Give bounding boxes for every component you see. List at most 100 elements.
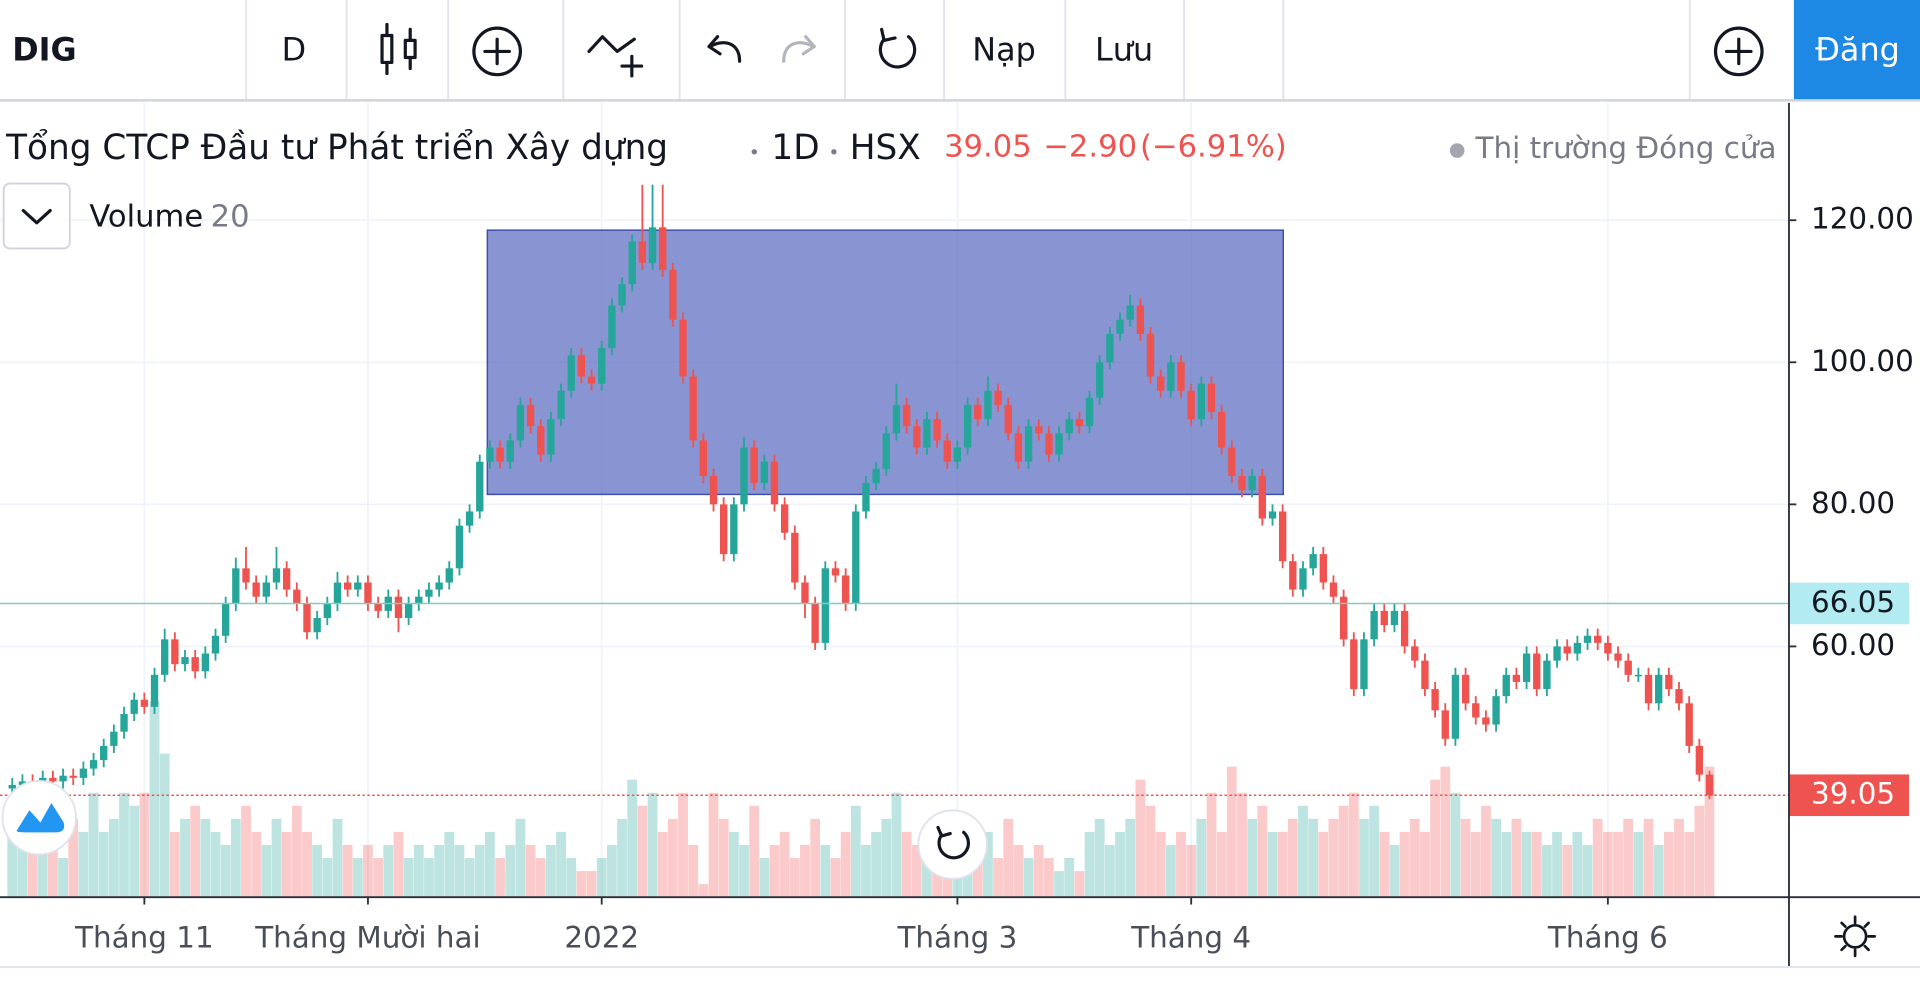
volume-bar: [312, 844, 323, 898]
volume-bar: [200, 818, 211, 898]
candle-body: [679, 319, 687, 377]
candle-body: [780, 504, 789, 533]
candle-body: [1573, 642, 1582, 654]
candle-body: [1695, 745, 1704, 775]
signin-button[interactable]: Đăng: [1815, 30, 1900, 68]
volume-bar: [190, 805, 201, 898]
volume-bar: [769, 844, 780, 898]
volume-bar: [515, 818, 526, 898]
candle-body: [1624, 660, 1632, 675]
load-button[interactable]: Nạp: [972, 30, 1036, 68]
candle-body: [852, 511, 860, 604]
volume-bar: [485, 831, 495, 898]
candle-body: [1116, 319, 1124, 334]
interval: 1D: [771, 128, 819, 168]
candle-body: [831, 568, 840, 576]
volume-bar: [1430, 779, 1440, 898]
volume-bar: [1491, 818, 1501, 898]
candle-body: [618, 284, 626, 306]
volume-bar: [749, 805, 760, 898]
candle-body: [1248, 475, 1256, 491]
interval-button[interactable]: D: [282, 30, 307, 68]
candle-body: [425, 589, 433, 597]
candle-body: [1096, 362, 1104, 398]
volume-pane: [7, 701, 1715, 898]
legend: Tổng CTCP Đầu tư Phát triển Xây dựng 1D …: [2, 128, 1777, 250]
volume-bar: [1582, 844, 1593, 898]
volume-bar: [1054, 871, 1064, 898]
volume-bar: [1531, 831, 1542, 898]
candle-body: [272, 568, 281, 583]
candle-body: [1502, 674, 1510, 697]
volume-bar: [1542, 844, 1552, 898]
candle-body: [465, 511, 474, 526]
volume-bar: [159, 753, 170, 898]
candle-body: [526, 404, 535, 427]
candle-body: [282, 568, 291, 590]
candles: [8, 184, 1714, 800]
candle-body: [1055, 433, 1063, 455]
volume-bar: [68, 818, 79, 898]
candle-body: [1583, 635, 1592, 643]
candle-body: [974, 404, 982, 420]
compare-icon[interactable]: [472, 26, 522, 77]
logo-button[interactable]: [1, 779, 77, 856]
candle-body: [1390, 610, 1399, 626]
volume-bar: [647, 792, 658, 898]
volume-bar: [1633, 831, 1644, 898]
candle-body: [1238, 475, 1246, 491]
candle-body: [161, 639, 169, 675]
volume-bar: [1206, 792, 1217, 898]
candle-body: [1065, 419, 1073, 434]
symbol[interactable]: DIG: [12, 30, 76, 68]
volume-bar: [1237, 792, 1247, 898]
candle-body: [1522, 653, 1531, 682]
volume-bar: [373, 858, 384, 898]
volume-bar: [1115, 831, 1125, 898]
volume-bar: [617, 818, 627, 898]
volume-bar: [1501, 831, 1512, 898]
signin-button-bg[interactable]: [1793, 0, 1920, 101]
undo-icon[interactable]: [707, 35, 742, 63]
volume-bar: [464, 858, 475, 898]
replay-button[interactable]: [917, 809, 988, 880]
settings-icon[interactable]: [1834, 915, 1877, 958]
candle-body: [1533, 653, 1541, 690]
volume-bar: [1104, 844, 1115, 898]
volume-bar: [230, 818, 241, 898]
candle-body: [699, 440, 708, 476]
candle-body: [1563, 646, 1571, 654]
candle-body: [638, 241, 647, 263]
candle-body: [1705, 774, 1714, 796]
candle-body: [750, 447, 758, 484]
candle-body: [140, 699, 149, 707]
volume-bar: [1613, 831, 1623, 898]
candle-body: [801, 582, 809, 604]
status-dot: [1449, 143, 1465, 158]
volume-bar: [1003, 818, 1014, 898]
volume-bar: [556, 831, 566, 898]
volume-bar: [1562, 844, 1573, 898]
volume-bar: [352, 858, 363, 898]
candle-body: [669, 269, 677, 320]
y-tick-label: 120.00: [1811, 202, 1914, 236]
chart-type-icon[interactable]: [380, 22, 417, 76]
candle-body: [1045, 433, 1053, 455]
save-button[interactable]: Lưu: [1095, 30, 1153, 68]
volume-bar: [241, 805, 251, 898]
candle-body: [1411, 646, 1419, 661]
volume-bar: [139, 792, 150, 898]
toolbar: DIG D Nạp Lưu Đăng: [0, 0, 1920, 102]
volume-bar: [566, 858, 577, 898]
add-icon[interactable]: [1713, 26, 1764, 77]
candle-body: [963, 404, 972, 448]
indicators-icon[interactable]: [587, 35, 644, 78]
refresh-icon[interactable]: [878, 27, 917, 69]
collapse-button[interactable]: [2, 182, 71, 250]
volume-bar: [1074, 871, 1085, 898]
candle-body: [1075, 419, 1084, 427]
volume-bar: [1013, 844, 1024, 898]
volume-bar: [891, 792, 902, 898]
price-label: 39.05: [1811, 777, 1895, 811]
candle-body: [1360, 639, 1368, 690]
